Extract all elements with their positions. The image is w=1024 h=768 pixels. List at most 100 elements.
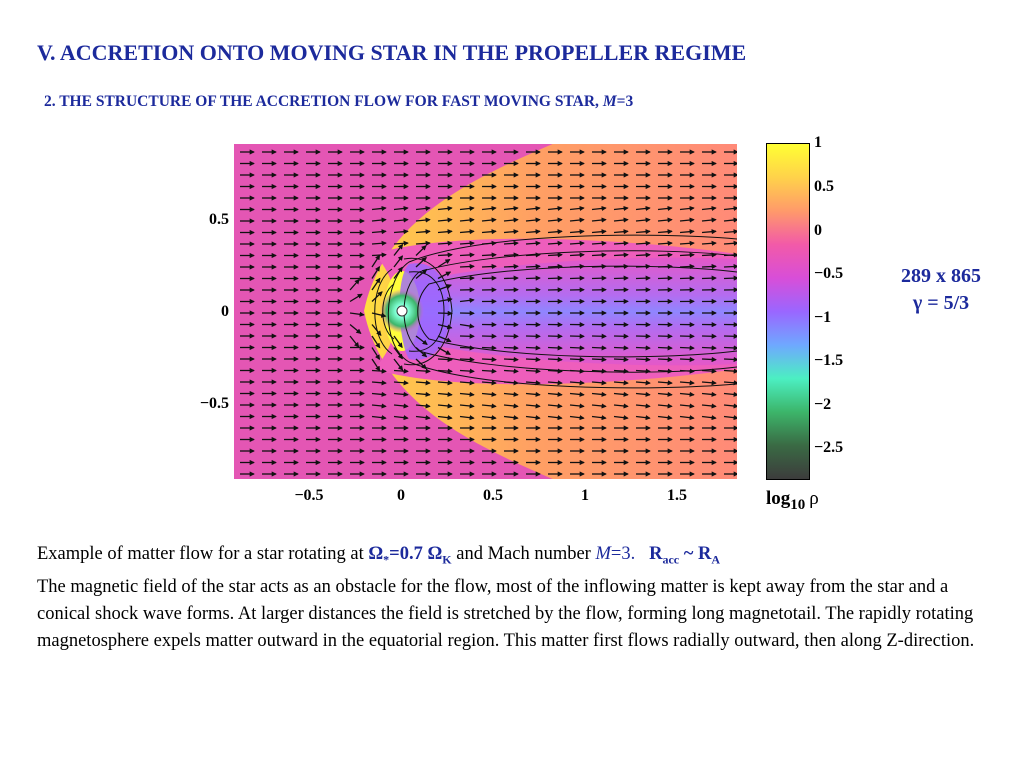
velocity-arrow xyxy=(503,275,519,281)
omega-relation: =0.7 Ω xyxy=(389,544,443,564)
velocity-arrow xyxy=(371,403,387,409)
velocity-arrow xyxy=(459,356,475,363)
velocity-arrow xyxy=(371,291,383,302)
velocity-arrow xyxy=(415,240,431,246)
velocity-arrow xyxy=(723,229,737,235)
velocity-arrow xyxy=(525,345,541,351)
velocity-arrow xyxy=(657,380,673,386)
velocity-arrow xyxy=(481,345,497,351)
velocity-arrow xyxy=(415,256,427,268)
velocity-arrow xyxy=(503,356,519,363)
velocity-arrow xyxy=(415,358,427,370)
velocity-arrow xyxy=(415,403,431,409)
velocity-arrow xyxy=(481,205,497,212)
velocity-arrow xyxy=(635,356,651,363)
velocity-arrow xyxy=(503,240,519,246)
velocity-arrow xyxy=(701,275,717,281)
velocity-arrow xyxy=(547,217,563,223)
velocity-arrow xyxy=(459,297,475,303)
velocity-arrow xyxy=(613,240,629,246)
velocity-arrow xyxy=(723,391,737,397)
velocity-arrow xyxy=(481,403,497,409)
slide-title: V. ACCRETION ONTO MOVING STAR IN THE PRO… xyxy=(37,40,747,65)
velocity-arrow xyxy=(723,275,737,281)
velocity-arrow xyxy=(657,205,673,212)
velocity-arrow xyxy=(459,403,475,409)
colorbar-title: log10 ρ xyxy=(766,488,819,514)
velocity-arrow xyxy=(525,391,541,397)
velocity-arrow xyxy=(393,243,404,256)
velocity-arrow xyxy=(437,346,451,355)
velocity-arrow xyxy=(701,263,717,270)
velocity-arrow xyxy=(679,275,695,281)
velocity-arrow xyxy=(569,240,585,246)
velocity-arrow xyxy=(723,240,737,246)
velocity-arrow xyxy=(371,358,381,372)
velocity-arrow xyxy=(569,380,585,386)
velocity-arrow xyxy=(657,391,673,397)
velocity-arrow xyxy=(547,263,563,270)
velocity-arrow xyxy=(525,263,541,270)
ra: ~ R xyxy=(679,544,712,564)
velocity-arrow xyxy=(613,229,629,235)
velocity-arrow xyxy=(679,240,695,246)
velocity-arrow xyxy=(591,205,607,212)
racc-sub: acc xyxy=(662,552,680,567)
velocity-arrow xyxy=(349,323,362,334)
velocity-arrow xyxy=(437,252,453,258)
velocity-arrow xyxy=(679,229,695,235)
velocity-arrow xyxy=(459,345,475,351)
velocity-arrow xyxy=(613,415,629,421)
velocity-arrow xyxy=(415,415,431,421)
velocity-arrow xyxy=(547,275,563,281)
velocity-arrow xyxy=(415,347,428,358)
subtitle-mach-value: =3 xyxy=(616,93,634,110)
velocity-arrow xyxy=(723,252,737,258)
velocity-arrow xyxy=(459,368,475,374)
velocity-arrow xyxy=(415,229,431,235)
colorbar-label: 1 xyxy=(814,134,822,151)
adiabatic-index: γ = 5/3 xyxy=(912,292,970,314)
velocity-arrow xyxy=(635,205,651,212)
colorbar-title-sub: 10 xyxy=(790,496,806,513)
velocity-arrow xyxy=(481,415,497,421)
velocity-arrow xyxy=(393,240,409,246)
velocity-arrow xyxy=(481,275,497,281)
velocity-arrow xyxy=(679,356,695,363)
omega-star-sub: * xyxy=(383,552,390,567)
velocity-arrow xyxy=(393,368,409,374)
omega-expression: Ω*=0.7 ΩK xyxy=(368,544,452,567)
velocity-arrow xyxy=(437,240,453,246)
colorbar-gradient xyxy=(767,144,809,479)
magnetosphere-cavity xyxy=(399,263,449,360)
velocity-arrow xyxy=(547,356,563,363)
velocity-arrow xyxy=(525,275,541,281)
caption-prefix: Example of matter flow for a star rotati… xyxy=(37,544,364,564)
velocity-arrow xyxy=(679,391,695,397)
velocity-arrow xyxy=(503,403,519,409)
velocity-arrow xyxy=(503,391,519,397)
velocity-arrow xyxy=(657,403,673,409)
velocity-arrow xyxy=(481,229,497,235)
colorbar-title-symbol: ρ xyxy=(809,488,819,509)
velocity-arrow xyxy=(349,278,360,291)
velocity-arrow xyxy=(635,380,651,386)
velocity-arrow xyxy=(613,205,629,212)
velocity-arrow xyxy=(723,356,737,363)
velocity-arrow xyxy=(437,284,452,291)
velocity-arrow xyxy=(481,240,497,246)
omega-k-sub: K xyxy=(442,552,452,567)
velocity-arrow xyxy=(591,252,607,258)
velocity-arrow xyxy=(371,335,381,349)
velocity-arrow xyxy=(591,240,607,246)
velocity-arrow xyxy=(547,252,563,258)
velocity-arrow xyxy=(569,205,585,212)
velocity-arrow xyxy=(459,205,475,212)
x-tick: −0.5 xyxy=(294,487,324,504)
velocity-arrow xyxy=(437,415,453,421)
velocity-arrow xyxy=(459,229,475,235)
radius-relation: Racc ~ RA xyxy=(649,544,720,567)
velocity-arrow xyxy=(701,403,717,409)
simulation-info: 289 x 865 γ = 5/3 xyxy=(878,263,1004,317)
mach-text: and Mach number xyxy=(456,544,591,564)
